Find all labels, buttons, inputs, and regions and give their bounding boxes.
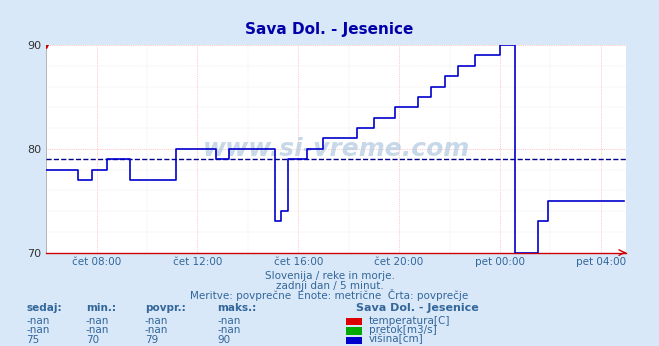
Text: sedaj:: sedaj: <box>26 303 62 313</box>
Text: -nan: -nan <box>26 325 49 335</box>
Text: 75: 75 <box>26 335 40 345</box>
Text: maks.:: maks.: <box>217 303 257 313</box>
Text: Slovenija / reke in morje.: Slovenija / reke in morje. <box>264 271 395 281</box>
Text: -nan: -nan <box>86 325 109 335</box>
Text: Sava Dol. - Jesenice: Sava Dol. - Jesenice <box>356 303 478 313</box>
Text: -nan: -nan <box>86 316 109 326</box>
Text: Sava Dol. - Jesenice: Sava Dol. - Jesenice <box>245 22 414 37</box>
Text: 90: 90 <box>217 335 231 345</box>
Text: zadnji dan / 5 minut.: zadnji dan / 5 minut. <box>275 281 384 291</box>
Text: www.si-vreme.com: www.si-vreme.com <box>202 137 470 161</box>
Text: pretok[m3/s]: pretok[m3/s] <box>369 325 437 335</box>
Text: 79: 79 <box>145 335 158 345</box>
Text: -nan: -nan <box>217 316 241 326</box>
Text: -nan: -nan <box>26 316 49 326</box>
Text: višina[cm]: višina[cm] <box>369 334 424 345</box>
Text: -nan: -nan <box>145 316 168 326</box>
Text: temperatura[C]: temperatura[C] <box>369 316 451 326</box>
Text: -nan: -nan <box>145 325 168 335</box>
Text: Meritve: povprečne  Enote: metrične  Črta: povprečje: Meritve: povprečne Enote: metrične Črta:… <box>190 289 469 301</box>
Text: 70: 70 <box>86 335 99 345</box>
Text: -nan: -nan <box>217 325 241 335</box>
Text: min.:: min.: <box>86 303 116 313</box>
Text: povpr.:: povpr.: <box>145 303 186 313</box>
